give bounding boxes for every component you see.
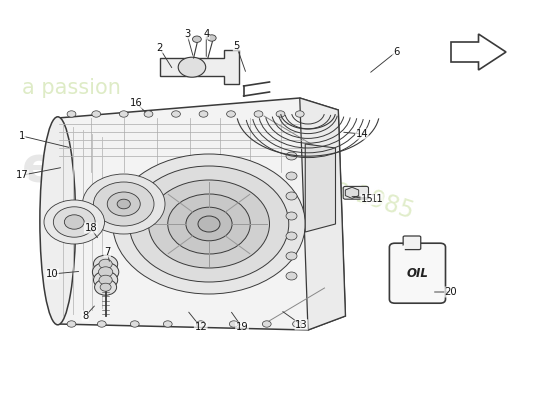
Text: 16: 16	[130, 98, 143, 108]
Circle shape	[97, 321, 106, 327]
Circle shape	[94, 182, 154, 226]
Text: europar: europar	[22, 144, 245, 192]
Text: 12: 12	[194, 322, 207, 332]
FancyBboxPatch shape	[343, 186, 368, 199]
Circle shape	[229, 321, 238, 327]
Circle shape	[144, 111, 153, 117]
Circle shape	[293, 321, 301, 327]
Polygon shape	[160, 50, 239, 84]
Text: 14: 14	[356, 129, 368, 139]
Circle shape	[276, 111, 285, 117]
Circle shape	[168, 194, 250, 254]
Text: 5: 5	[233, 41, 240, 51]
Text: 19: 19	[235, 322, 249, 332]
Circle shape	[130, 321, 139, 327]
Circle shape	[295, 111, 304, 117]
Circle shape	[198, 216, 220, 232]
Text: 2: 2	[156, 43, 163, 53]
Circle shape	[163, 321, 172, 327]
Circle shape	[95, 279, 117, 295]
Circle shape	[286, 192, 297, 200]
Text: 15: 15	[361, 194, 374, 204]
Circle shape	[117, 199, 130, 209]
Text: OIL: OIL	[406, 267, 428, 280]
Circle shape	[129, 166, 289, 282]
Circle shape	[172, 111, 180, 117]
Circle shape	[286, 152, 297, 160]
Circle shape	[119, 111, 128, 117]
Circle shape	[148, 180, 270, 268]
Text: 11: 11	[370, 194, 383, 204]
Circle shape	[286, 172, 297, 180]
Polygon shape	[58, 98, 345, 330]
Circle shape	[207, 35, 216, 41]
Text: 13: 13	[295, 320, 307, 330]
Circle shape	[100, 283, 111, 291]
Circle shape	[199, 111, 208, 117]
Circle shape	[262, 321, 271, 327]
Circle shape	[98, 267, 113, 277]
Circle shape	[44, 200, 104, 244]
Circle shape	[196, 321, 205, 327]
Circle shape	[286, 232, 297, 240]
Text: 10: 10	[46, 269, 58, 279]
Circle shape	[186, 207, 232, 241]
Circle shape	[94, 271, 118, 289]
Circle shape	[254, 111, 263, 117]
Text: 7: 7	[104, 247, 111, 257]
Text: 20: 20	[445, 287, 457, 297]
Text: a passion: a passion	[22, 78, 121, 98]
FancyBboxPatch shape	[389, 243, 446, 303]
Circle shape	[286, 272, 297, 280]
Text: 18: 18	[85, 223, 97, 233]
Circle shape	[92, 262, 119, 282]
Ellipse shape	[40, 117, 76, 325]
Text: since 1985: since 1985	[286, 161, 416, 223]
Circle shape	[94, 255, 118, 273]
Circle shape	[53, 207, 95, 237]
Circle shape	[286, 252, 297, 260]
Circle shape	[107, 192, 140, 216]
Circle shape	[286, 212, 297, 220]
Circle shape	[192, 36, 201, 42]
FancyBboxPatch shape	[403, 236, 421, 250]
Text: 4: 4	[203, 29, 210, 39]
Text: 1: 1	[19, 131, 25, 141]
Polygon shape	[451, 34, 506, 70]
Polygon shape	[395, 245, 405, 262]
Text: 17: 17	[15, 170, 29, 180]
Circle shape	[67, 321, 76, 327]
Circle shape	[67, 111, 76, 117]
Circle shape	[113, 154, 305, 294]
Circle shape	[99, 275, 112, 285]
Circle shape	[227, 111, 235, 117]
Text: 8: 8	[82, 311, 89, 321]
Text: 6: 6	[393, 47, 399, 57]
Polygon shape	[305, 144, 335, 232]
Circle shape	[82, 174, 165, 234]
Circle shape	[178, 57, 206, 77]
Text: 3: 3	[184, 29, 190, 39]
Circle shape	[92, 111, 101, 117]
Polygon shape	[300, 98, 345, 330]
Circle shape	[64, 215, 84, 229]
Circle shape	[99, 259, 112, 269]
